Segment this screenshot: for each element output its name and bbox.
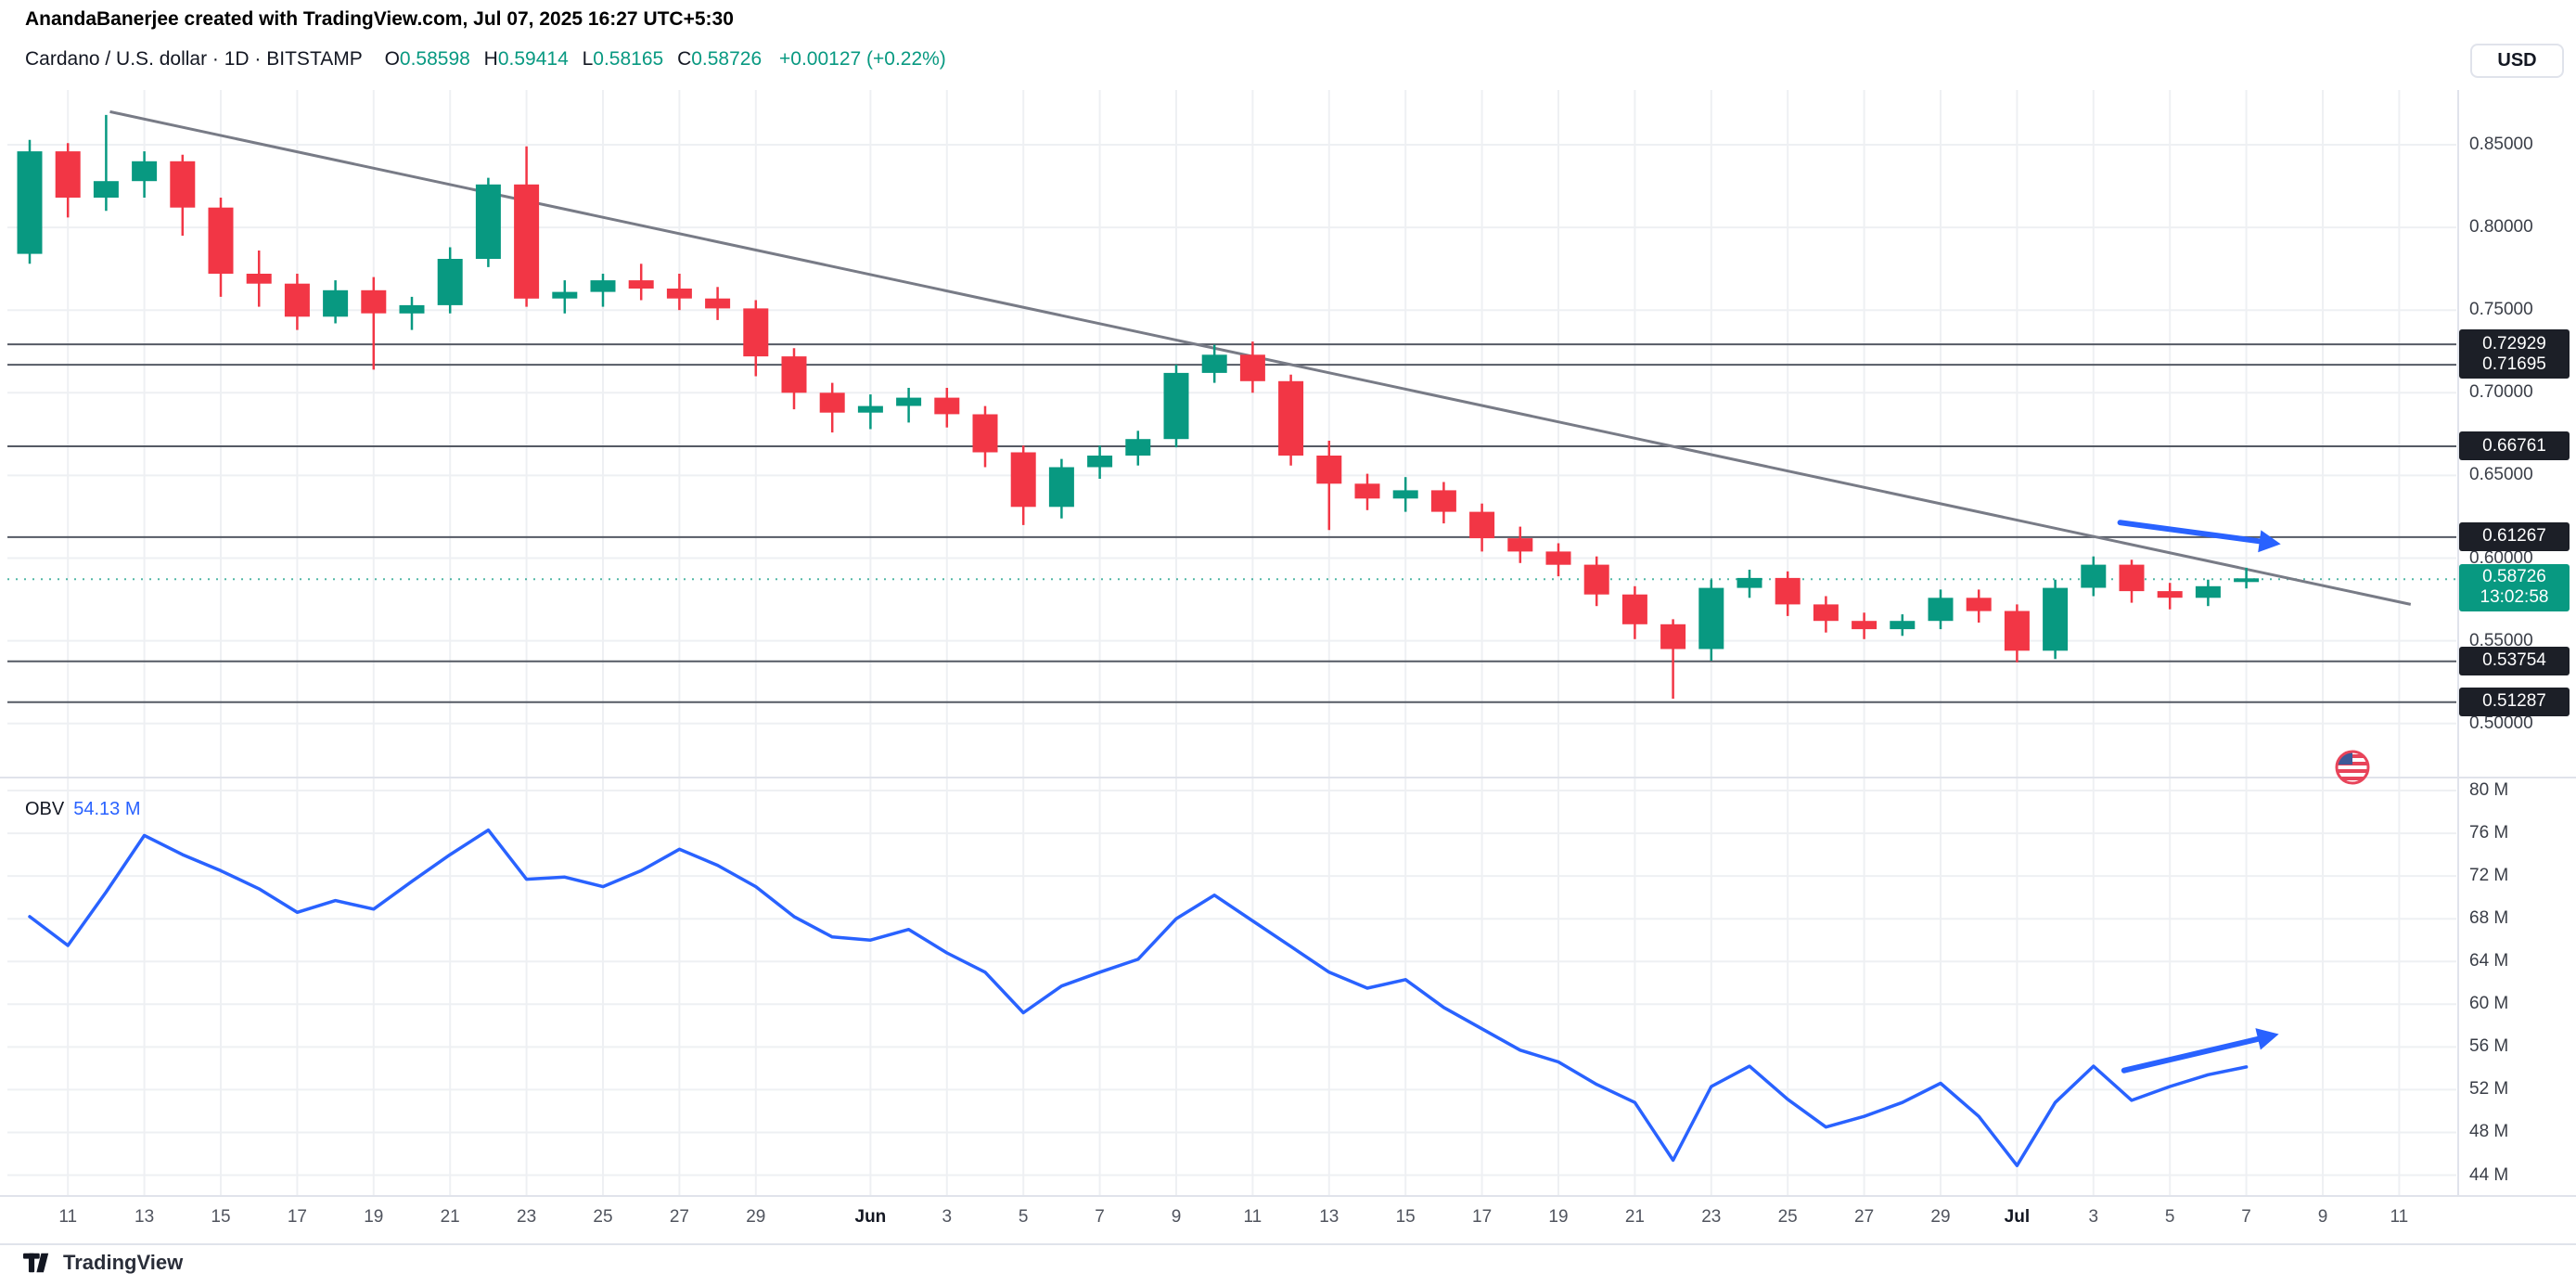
candle-body[interactable] — [1087, 456, 1113, 468]
symbol-header: Cardano / U.S. dollar · 1D · BITSTAMP O0… — [25, 48, 946, 71]
candle-body[interactable] — [246, 274, 272, 284]
candle-body[interactable] — [1775, 577, 1801, 605]
close-value: 0.58726 — [691, 48, 763, 70]
price-arrow-annotation[interactable] — [2117, 520, 2273, 546]
candle-body[interactable] — [1928, 598, 1954, 622]
candle-body[interactable] — [1278, 380, 1304, 456]
obv-label[interactable]: OBV — [25, 799, 65, 819]
candle-body[interactable] — [972, 414, 998, 453]
candle-body[interactable] — [2195, 585, 2221, 598]
candle-body[interactable] — [2157, 591, 2183, 598]
candle-body[interactable] — [2004, 611, 2030, 651]
candle-body[interactable] — [743, 308, 769, 357]
high-label: H — [483, 48, 498, 70]
candle-body[interactable] — [666, 289, 692, 299]
candle-body[interactable] — [284, 283, 310, 317]
candle-body[interactable] — [1125, 439, 1151, 456]
open-value: 0.58598 — [399, 48, 470, 70]
candle-body[interactable] — [705, 298, 731, 309]
tradingview-brand[interactable]: TradingView — [63, 1251, 184, 1274]
candle-body[interactable] — [1392, 490, 1418, 499]
candle-body[interactable] — [208, 207, 234, 274]
candle-body[interactable] — [437, 259, 463, 305]
bar-countdown: 13:02:58 — [2480, 587, 2549, 608]
candle-body[interactable] — [552, 291, 578, 299]
obv-indicator-header: OBV 54.13 M — [25, 799, 141, 820]
candle-body[interactable] — [55, 151, 81, 198]
ohlc-close: C0.58726 — [677, 48, 762, 70]
ohlc-low: L0.58165 — [583, 48, 664, 70]
obv-value: 54.13 M — [73, 799, 141, 819]
ohlc-high: H0.59414 — [484, 48, 569, 70]
candle-body[interactable] — [2081, 564, 2107, 588]
close-label: C — [677, 48, 692, 70]
candle-body[interactable] — [1010, 452, 1036, 508]
candle-body[interactable] — [590, 280, 616, 292]
candle-body[interactable] — [1698, 587, 1724, 649]
low-label: L — [582, 48, 594, 70]
ohlc-open: O0.58598 — [385, 48, 470, 70]
low-value: 0.58165 — [593, 48, 664, 70]
candle-body[interactable] — [896, 397, 922, 406]
candle-body[interactable] — [514, 184, 540, 299]
candle-body[interactable] — [1890, 621, 1916, 630]
candle-body[interactable] — [1201, 354, 1227, 373]
candle-body[interactable] — [1813, 604, 1839, 622]
current-price-value: 0.58726 — [2482, 567, 2546, 587]
candle-body[interactable] — [361, 289, 387, 314]
tradingview-logo-icon[interactable] — [23, 1253, 53, 1273]
open-label: O — [384, 48, 400, 70]
candle-body[interactable] — [781, 356, 807, 393]
footer: TradingView — [23, 1251, 183, 1275]
candle-body[interactable] — [1354, 483, 1380, 499]
candle-body[interactable] — [1469, 511, 1495, 539]
candle-body[interactable] — [1507, 538, 1533, 552]
change-value: +0.00127 (+0.22%) — [779, 48, 946, 70]
candle-body[interactable] — [857, 405, 883, 413]
candle-body[interactable] — [2043, 587, 2069, 651]
price-arrow-annotation-head — [2258, 530, 2281, 553]
candle-body[interactable] — [2119, 564, 2145, 592]
currency-button[interactable]: USD — [2470, 44, 2564, 78]
candle-body[interactable] — [93, 181, 119, 198]
symbol-title[interactable]: Cardano / U.S. dollar · 1D · BITSTAMP — [25, 48, 363, 70]
candle-body[interactable] — [934, 397, 960, 415]
candle-body[interactable] — [1239, 354, 1265, 381]
candle-body[interactable] — [1966, 598, 1992, 611]
candle-body[interactable] — [132, 161, 158, 182]
candle-body[interactable] — [1048, 467, 1074, 508]
high-value: 0.59414 — [497, 48, 569, 70]
candle-body[interactable] — [2234, 578, 2260, 583]
candle-body[interactable] — [399, 304, 425, 314]
candle-body[interactable] — [323, 289, 349, 317]
obv-arrow-annotation-head — [2255, 1028, 2279, 1050]
candle-body[interactable] — [1660, 624, 1686, 649]
obv-arrow-annotation[interactable] — [2121, 1034, 2271, 1074]
candle-body[interactable] — [1583, 564, 1609, 595]
attribution-text: AnandaBanerjee created with TradingView.… — [25, 8, 734, 30]
candle-body[interactable] — [1316, 456, 1342, 484]
obv-line[interactable] — [28, 828, 2249, 1167]
candle-body[interactable] — [819, 392, 845, 413]
candle-body[interactable] — [1163, 372, 1189, 440]
candle-body[interactable] — [1852, 621, 1878, 630]
candle-body[interactable] — [1430, 490, 1456, 512]
candle-body[interactable] — [17, 151, 43, 254]
candle-body[interactable] — [1621, 594, 1647, 624]
candle-body[interactable] — [1737, 577, 1762, 588]
candle-body[interactable] — [170, 161, 196, 208]
candle-body[interactable] — [475, 184, 501, 259]
us-flag-event-icon[interactable] — [2335, 750, 2370, 785]
candle-body[interactable] — [1545, 551, 1571, 565]
candle-body[interactable] — [628, 280, 654, 289]
current-price-label: 0.58726 13:02:58 — [2459, 564, 2570, 612]
